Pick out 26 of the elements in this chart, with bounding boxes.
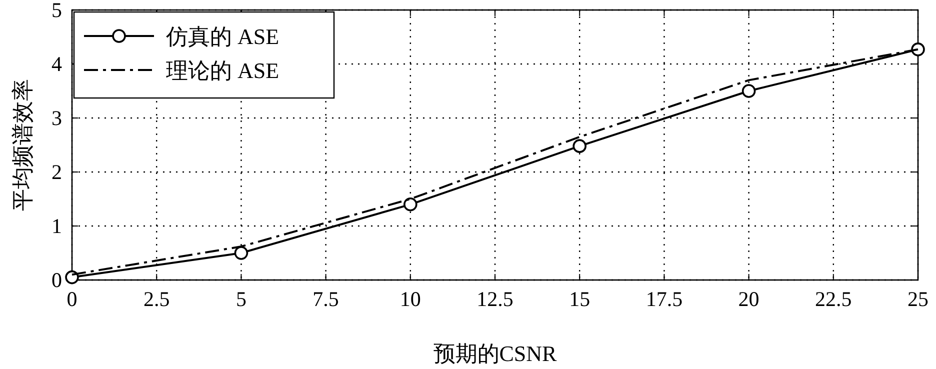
legend-label: 理论的 ASE — [166, 58, 280, 83]
y-tick-label: 5 — [52, 0, 62, 22]
x-tick-label: 20 — [738, 287, 760, 311]
point — [404, 198, 418, 212]
y-tick-label: 0 — [52, 268, 62, 292]
x-tick-label: 22.5 — [815, 287, 852, 311]
legend-label: 仿真的 ASE — [165, 24, 280, 49]
x-tick-label: 5 — [236, 287, 246, 311]
x-tick-label: 15 — [569, 287, 590, 311]
x-tick-label: 10 — [400, 287, 421, 311]
point — [572, 139, 586, 153]
point — [65, 270, 79, 284]
y-axis-title: 平均频谱效率 — [10, 79, 35, 211]
y-tick-label: 2 — [52, 160, 62, 184]
y-tick-label: 3 — [52, 106, 62, 130]
x-axis-title: 预期的CSNR — [433, 341, 558, 366]
x-tick-label: 7.5 — [312, 287, 339, 311]
x-tick-label: 0 — [66, 287, 78, 311]
point — [742, 84, 756, 98]
y-tick-label: 4 — [52, 52, 62, 76]
point — [234, 246, 248, 260]
x-tick-label: 25 — [908, 287, 928, 311]
y-tick-label: 1 — [52, 214, 62, 238]
x-tick-label: 12.5 — [476, 287, 514, 311]
x-tick-label: 2.5 — [143, 287, 170, 311]
x-tick-label: 17.5 — [646, 287, 683, 311]
